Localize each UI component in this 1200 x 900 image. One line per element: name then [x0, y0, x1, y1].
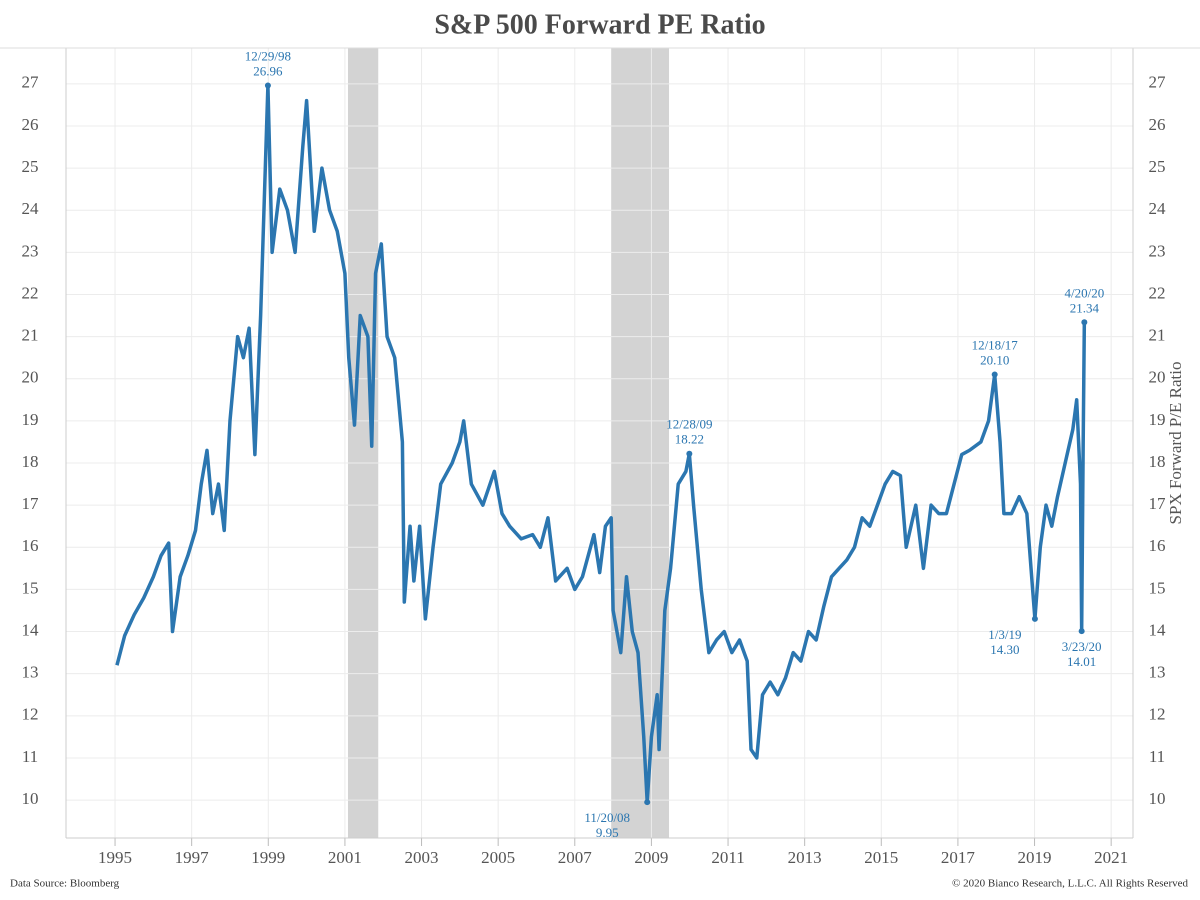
- y-tick-label: 26: [22, 115, 39, 134]
- annotation-point: [991, 371, 998, 378]
- annotation-value: 20.10: [980, 353, 1009, 368]
- y-tick-label: 20: [22, 368, 39, 387]
- y2-tick-label: 23: [1149, 241, 1166, 260]
- y-tick-label: 10: [22, 789, 39, 808]
- annotation-point: [264, 82, 271, 89]
- annotation-date: 4/20/20: [1064, 285, 1104, 300]
- y2-tick-label: 26: [1149, 115, 1166, 134]
- x-tick-label: 2021: [1094, 848, 1128, 867]
- y2-tick-label: 18: [1149, 452, 1166, 471]
- y-tick-label: 12: [22, 705, 39, 724]
- annotation-date: 12/28/09: [666, 417, 712, 432]
- y-tick-label: 24: [22, 199, 40, 218]
- annotation-value: 9.95: [596, 825, 619, 840]
- x-tick-label: 2009: [634, 848, 668, 867]
- y-tick-label: 23: [22, 241, 39, 260]
- x-tick-label: 2017: [941, 848, 976, 867]
- x-tick-label: 2007: [558, 848, 593, 867]
- annotation-date: 1/3/19: [988, 627, 1021, 642]
- annotation-point: [644, 799, 651, 806]
- y2-tick-label: 21: [1149, 326, 1166, 345]
- y2-tick-label: 19: [1149, 410, 1166, 429]
- y2-tick-label: 17: [1149, 494, 1167, 513]
- y-tick-label: 16: [22, 536, 39, 555]
- y-tick-label: 25: [22, 157, 39, 176]
- y-tick-label: 11: [22, 747, 38, 766]
- annotation-point: [1078, 628, 1085, 635]
- annotation-point: [1081, 319, 1088, 326]
- x-tick-label: 2019: [1018, 848, 1052, 867]
- annotation-value: 14.01: [1067, 654, 1096, 669]
- y-tick-label: 13: [22, 663, 39, 682]
- y2-tick-label: 10: [1149, 789, 1166, 808]
- annotation-value: 18.22: [675, 432, 704, 447]
- y2-tick-label: 22: [1149, 283, 1166, 302]
- x-tick-label: 2013: [788, 848, 822, 867]
- y2-tick-label: 27: [1149, 73, 1167, 92]
- annotation-value: 26.96: [253, 63, 283, 78]
- annotation-date: 12/18/17: [972, 338, 1019, 353]
- annotation-point: [1031, 615, 1038, 622]
- y2-tick-label: 15: [1149, 578, 1166, 597]
- y-tick-label: 14: [22, 620, 40, 639]
- y-tick-label: 18: [22, 452, 39, 471]
- y2-tick-label: 25: [1149, 157, 1166, 176]
- y-tick-label: 15: [22, 578, 39, 597]
- y2-tick-label: 13: [1149, 663, 1166, 682]
- annotation-date: 3/23/20: [1062, 639, 1102, 654]
- x-tick-label: 2005: [481, 848, 515, 867]
- y2-tick-label: 20: [1149, 368, 1166, 387]
- annotation-value: 14.30: [990, 642, 1019, 657]
- x-tick-label: 2001: [328, 848, 362, 867]
- y2-tick-label: 11: [1149, 747, 1165, 766]
- data-line: [115, 83, 1087, 804]
- x-tick-label: 1999: [251, 848, 285, 867]
- y-tick-label: 21: [22, 326, 39, 345]
- y-tick-label: 17: [22, 494, 40, 513]
- y2-tick-label: 16: [1149, 536, 1166, 555]
- x-tick-label: 2015: [864, 848, 898, 867]
- y-tick-label: 19: [22, 410, 39, 429]
- y2-tick-label: 12: [1149, 705, 1166, 724]
- x-tick-label: 2011: [711, 848, 744, 867]
- recession-shade: [347, 48, 379, 838]
- y2-tick-label: 24: [1149, 199, 1167, 218]
- x-tick-label: 2003: [405, 848, 439, 867]
- y2-tick-label: 14: [1149, 620, 1167, 639]
- annotation-point: [686, 450, 693, 457]
- y-tick-label: 27: [22, 73, 40, 92]
- annotation-date: 12/29/98: [245, 48, 291, 63]
- x-tick-label: 1997: [175, 848, 210, 867]
- annotation-value: 21.34: [1070, 300, 1100, 315]
- chart-title: S&P 500 Forward PE Ratio: [434, 9, 765, 40]
- source-note: Data Source: Bloomberg: [10, 878, 120, 890]
- y-tick-label: 22: [22, 283, 39, 302]
- x-tick-label: 1995: [98, 848, 132, 867]
- annotation-date: 11/20/08: [584, 810, 630, 825]
- y2-axis-label: SPX Forward P/E Ratio: [1166, 362, 1185, 525]
- copyright-note: © 2020 Bianco Research, L.L.C. All Right…: [952, 878, 1188, 890]
